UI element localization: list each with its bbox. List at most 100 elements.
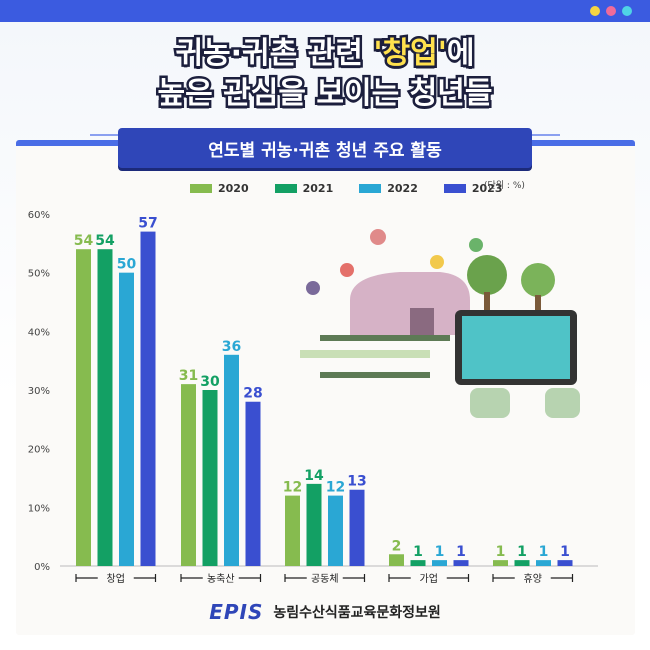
x-category-label: 휴양 (524, 573, 542, 585)
bar-value-label: 1 (560, 544, 570, 560)
legend-swatch (190, 184, 212, 193)
legend-label: 2022 (387, 182, 418, 195)
field-row-2 (320, 372, 430, 378)
legend-swatch (443, 184, 466, 193)
tree-trunk (484, 292, 490, 312)
ribbon-line-left (90, 134, 120, 136)
y-tick-label: 30% (28, 386, 50, 397)
yellow-dot (590, 6, 600, 16)
bar-농축산-2020 (181, 384, 196, 566)
bar-value-label: 1 (496, 544, 506, 560)
bar-휴양-2020 (493, 560, 508, 566)
bar-value-label: 57 (138, 216, 157, 232)
bar-value-label: 28 (243, 386, 262, 402)
headline-accent: '창업' (371, 34, 450, 74)
cyan-dot (622, 6, 632, 16)
org-name: 농림수산식품교육문화정보원 (273, 605, 441, 621)
x-category-label: 공동체 (311, 573, 339, 585)
y-tick-label: 0% (34, 562, 50, 573)
bar-value-label: 54 (95, 233, 115, 249)
bar-value-label: 36 (222, 339, 241, 355)
bar-공동체-2021 (306, 483, 322, 566)
legend-item-2023: 2023 (443, 182, 503, 195)
top-bar (0, 0, 650, 22)
bar-휴양-2023 (557, 560, 573, 566)
thermometer-icon (306, 281, 320, 295)
headline-line1: 귀농·귀촌 관련 '창업'에 (0, 34, 650, 74)
pink-dot (606, 6, 616, 16)
y-tick-label: 10% (28, 503, 50, 514)
x-category-label: 가업 (420, 572, 438, 585)
chart-legend: 2020 2021 2022 2023 (190, 182, 503, 195)
tablet-screen (462, 316, 570, 379)
smart-farm-illustration (300, 229, 580, 418)
weather-icon (430, 255, 444, 269)
legend-label: 2023 (471, 182, 503, 195)
legend-item-2020: 2020 (190, 182, 249, 195)
hand-right (545, 388, 580, 418)
bar-value-label: 14 (304, 468, 324, 484)
legend-label: 2021 (302, 182, 334, 195)
headline: 귀농·귀촌 관련 '창업'에 높은 관심을 보이는 청년들 (0, 34, 650, 114)
tree-icon-2 (521, 263, 555, 297)
headline-post: 에 (444, 34, 477, 74)
bar-창업-2023 (140, 231, 156, 566)
ribbon-line-right (530, 134, 560, 136)
cloud-icon (370, 229, 386, 245)
bar-value-label: 12 (283, 480, 302, 496)
legend-swatch (359, 184, 382, 193)
bar-공동체-2020 (285, 495, 300, 566)
bar-value-label: 1 (539, 544, 549, 560)
bar-value-label: 1 (435, 544, 445, 560)
bar-value-label: 2 (392, 538, 402, 554)
sun-icon (340, 263, 354, 277)
headline-line2: 높은 관심을 보이는 청년들 (155, 74, 495, 114)
legend-swatch (274, 184, 297, 193)
bar-value-label: 50 (117, 257, 137, 273)
leaf-icon (469, 238, 483, 252)
bar-value-label: 1 (413, 544, 423, 560)
y-tick-label: 40% (28, 327, 50, 338)
x-categories: 창업 농축산 공동체 가업 휴양 (75, 572, 574, 585)
bar-농축산-2023 (245, 401, 261, 566)
bar-창업-2022 (119, 272, 134, 566)
bar-value-label: 31 (179, 368, 198, 384)
legend-label: 2020 (218, 182, 249, 195)
epis-logo: EPIS (209, 600, 264, 624)
y-tick-label: 20% (28, 445, 50, 456)
bar-가업-2020 (389, 554, 404, 566)
field-row (320, 335, 450, 341)
bar-공동체-2023 (349, 489, 365, 566)
bar-창업-2021 (97, 249, 113, 566)
bar-가업-2021 (410, 560, 426, 566)
bar-value-label: 13 (347, 474, 366, 490)
tree-icon (467, 255, 507, 295)
chart-subtitle: 연도별 귀농·귀촌 청년 주요 활동 (118, 128, 532, 168)
y-tick-label: 60% (28, 210, 50, 221)
unit-label: (단위 : %) (484, 181, 525, 191)
field-stripe (300, 350, 430, 358)
x-category-label: 창업 (107, 572, 125, 585)
bar-value-label: 30 (200, 374, 220, 390)
legend-item-2021: 2021 (274, 182, 334, 195)
headline-pre: 귀농·귀촌 관련 (173, 34, 374, 74)
bar-공동체-2022 (328, 495, 343, 566)
greenhouse-door (410, 308, 434, 335)
legend-item-2022: 2022 (359, 182, 418, 195)
bar-휴양-2021 (514, 560, 530, 566)
bar-창업-2020 (76, 249, 91, 566)
bar-농축산-2022 (224, 354, 239, 566)
bar-value-label: 1 (517, 544, 527, 560)
bar-value-label: 1 (456, 544, 466, 560)
window-dots (590, 6, 632, 16)
x-category-label: 농축산 (207, 573, 235, 585)
bar-농축산-2021 (202, 390, 218, 566)
tree-trunk-2 (535, 295, 541, 313)
footer: EPIS 농림수산식품교육문화정보원 (0, 600, 650, 624)
bar-휴양-2022 (536, 560, 551, 566)
greenhouse-icon (350, 272, 470, 335)
bar-가업-2022 (432, 560, 447, 566)
bar-value-label: 12 (326, 480, 345, 496)
